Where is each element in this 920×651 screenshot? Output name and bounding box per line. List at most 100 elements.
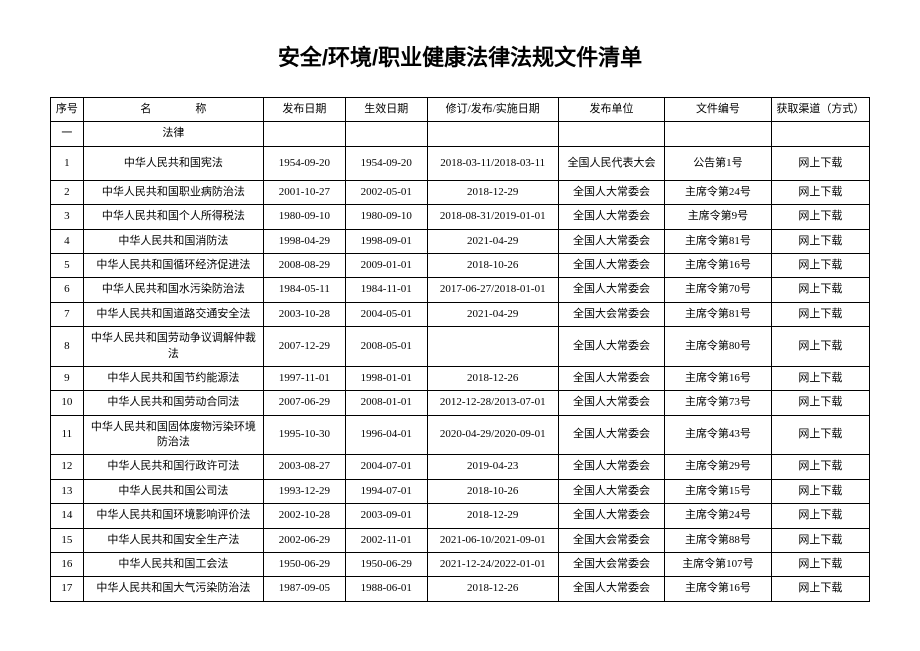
cell-eff: 2002-05-01 [345, 180, 427, 204]
cell-name: 中华人民共和国固体废物污染环境防治法 [83, 415, 263, 455]
cell-seq: 12 [51, 455, 84, 479]
cell-rev: 2020-04-29/2020-09-01 [427, 415, 558, 455]
table-row: 7中华人民共和国道路交通安全法2003-10-282004-05-012021-… [51, 302, 870, 326]
cell-pub: 2003-10-28 [263, 302, 345, 326]
cell-src: 网上下载 [771, 455, 869, 479]
cell-seq: 2 [51, 180, 84, 204]
col-org: 发布单位 [558, 98, 664, 122]
cell-eff: 1988-06-01 [345, 577, 427, 601]
cell-seq: 17 [51, 577, 84, 601]
section-seq: 一 [51, 122, 84, 146]
col-name: 名 称 [83, 98, 263, 122]
cell-seq: 4 [51, 229, 84, 253]
cell-name: 中华人民共和国环境影响评价法 [83, 504, 263, 528]
cell-rev: 2018-10-26 [427, 253, 558, 277]
table-row: 16中华人民共和国工会法1950-06-291950-06-292021-12-… [51, 553, 870, 577]
cell-eff: 1994-07-01 [345, 479, 427, 503]
cell-doc: 主席令第24号 [665, 504, 771, 528]
section-empty [345, 122, 427, 146]
cell-org: 全国大会常委会 [558, 528, 664, 552]
cell-name: 中华人民共和国循环经济促进法 [83, 253, 263, 277]
cell-pub: 1993-12-29 [263, 479, 345, 503]
cell-name: 中华人民共和国节约能源法 [83, 366, 263, 390]
cell-pub: 2002-10-28 [263, 504, 345, 528]
cell-rev: 2018-10-26 [427, 479, 558, 503]
table-row: 2中华人民共和国职业病防治法2001-10-272002-05-012018-1… [51, 180, 870, 204]
cell-rev: 2018-08-31/2019-01-01 [427, 205, 558, 229]
section-empty [263, 122, 345, 146]
cell-eff: 2008-05-01 [345, 327, 427, 367]
cell-doc: 主席令第81号 [665, 229, 771, 253]
table-row: 1中华人民共和国宪法1954-09-201954-09-202018-03-11… [51, 146, 870, 180]
cell-seq: 11 [51, 415, 84, 455]
cell-rev: 2017-06-27/2018-01-01 [427, 278, 558, 302]
table-row: 8中华人民共和国劳动争议调解仲裁法2007-12-292008-05-01全国人… [51, 327, 870, 367]
cell-org: 全国人大常委会 [558, 327, 664, 367]
cell-org: 全国人大常委会 [558, 253, 664, 277]
cell-eff: 1980-09-10 [345, 205, 427, 229]
cell-rev: 2018-12-29 [427, 504, 558, 528]
cell-name: 中华人民共和国个人所得税法 [83, 205, 263, 229]
cell-seq: 15 [51, 528, 84, 552]
cell-rev: 2012-12-28/2013-07-01 [427, 391, 558, 415]
col-seq: 序号 [51, 98, 84, 122]
cell-rev: 2018-03-11/2018-03-11 [427, 146, 558, 180]
cell-src: 网上下载 [771, 415, 869, 455]
cell-eff: 2009-01-01 [345, 253, 427, 277]
cell-src: 网上下载 [771, 302, 869, 326]
cell-name: 中华人民共和国行政许可法 [83, 455, 263, 479]
cell-seq: 13 [51, 479, 84, 503]
cell-seq: 10 [51, 391, 84, 415]
cell-rev: 2021-04-29 [427, 229, 558, 253]
cell-src: 网上下载 [771, 553, 869, 577]
cell-org: 全国人大常委会 [558, 415, 664, 455]
cell-rev: 2018-12-26 [427, 366, 558, 390]
cell-doc: 主席令第24号 [665, 180, 771, 204]
cell-org: 全国人大常委会 [558, 577, 664, 601]
cell-rev: 2018-12-29 [427, 180, 558, 204]
cell-src: 网上下载 [771, 504, 869, 528]
cell-src: 网上下载 [771, 229, 869, 253]
cell-eff: 1998-09-01 [345, 229, 427, 253]
cell-rev: 2018-12-26 [427, 577, 558, 601]
cell-src: 网上下载 [771, 205, 869, 229]
cell-pub: 1998-04-29 [263, 229, 345, 253]
cell-org: 全国大会常委会 [558, 553, 664, 577]
cell-org: 全国人大常委会 [558, 205, 664, 229]
cell-seq: 1 [51, 146, 84, 180]
table-row: 3中华人民共和国个人所得税法1980-09-101980-09-102018-0… [51, 205, 870, 229]
section-empty [665, 122, 771, 146]
cell-org: 全国人大常委会 [558, 278, 664, 302]
cell-eff: 1996-04-01 [345, 415, 427, 455]
cell-pub: 1980-09-10 [263, 205, 345, 229]
table-row: 6中华人民共和国水污染防治法1984-05-111984-11-012017-0… [51, 278, 870, 302]
table-row: 9中华人民共和国节约能源法1997-11-011998-01-012018-12… [51, 366, 870, 390]
cell-eff: 1954-09-20 [345, 146, 427, 180]
cell-name: 中华人民共和国安全生产法 [83, 528, 263, 552]
cell-seq: 9 [51, 366, 84, 390]
cell-name: 中华人民共和国劳动争议调解仲裁法 [83, 327, 263, 367]
table-body: 一 法律 1中华人民共和国宪法1954-09-201954-09-202018-… [51, 122, 870, 601]
cell-doc: 主席令第29号 [665, 455, 771, 479]
cell-pub: 1950-06-29 [263, 553, 345, 577]
cell-seq: 6 [51, 278, 84, 302]
table-row: 10中华人民共和国劳动合同法2007-06-292008-01-012012-1… [51, 391, 870, 415]
cell-name: 中华人民共和国水污染防治法 [83, 278, 263, 302]
cell-src: 网上下载 [771, 577, 869, 601]
cell-src: 网上下载 [771, 366, 869, 390]
cell-org: 全国人大常委会 [558, 391, 664, 415]
cell-eff: 2004-05-01 [345, 302, 427, 326]
cell-pub: 2003-08-27 [263, 455, 345, 479]
cell-doc: 主席令第16号 [665, 577, 771, 601]
table-row: 15中华人民共和国安全生产法2002-06-292002-11-012021-0… [51, 528, 870, 552]
cell-doc: 主席令第73号 [665, 391, 771, 415]
cell-org: 全国人民代表大会 [558, 146, 664, 180]
cell-src: 网上下载 [771, 253, 869, 277]
cell-rev: 2021-12-24/2022-01-01 [427, 553, 558, 577]
cell-eff: 2003-09-01 [345, 504, 427, 528]
cell-seq: 16 [51, 553, 84, 577]
col-eff: 生效日期 [345, 98, 427, 122]
cell-seq: 7 [51, 302, 84, 326]
section-empty [427, 122, 558, 146]
cell-pub: 2002-06-29 [263, 528, 345, 552]
